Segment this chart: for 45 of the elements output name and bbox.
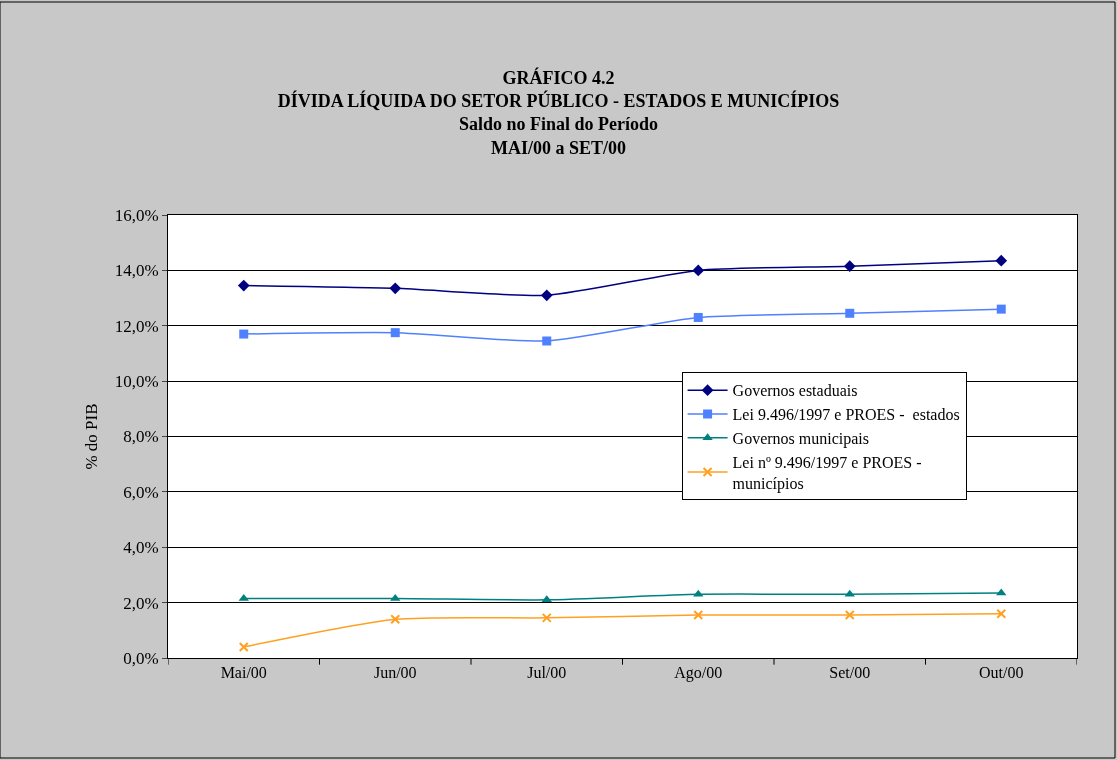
point — [692, 264, 705, 277]
point — [843, 260, 856, 273]
y-tick-label: 6,0% — [123, 482, 159, 502]
chart-title: GRÁFICO 4.2 DÍVIDA LÍQUIDA DO SETOR PÚBLICO - ESTADOS E MUNICÍPIOS Saldo no Final do Período MAI/00 a SET/00 — [277, 66, 840, 158]
point — [844, 610, 855, 621]
point — [996, 304, 1006, 314]
x-tick-label: Out/00 — [979, 664, 1024, 682]
x-tick-label: Jul/00 — [527, 664, 567, 682]
point — [541, 595, 552, 603]
legend-label: Lei nº 9.496/1997 e PROES - municípios — [732, 453, 922, 493]
point — [845, 308, 855, 318]
point — [390, 328, 400, 338]
point — [390, 593, 401, 601]
y-tick-label: 16,0% — [114, 205, 159, 225]
y-tick-label: 2,0% — [123, 593, 159, 613]
point — [693, 610, 704, 621]
x-tick-label: Ago/00 — [674, 664, 723, 683]
point — [390, 614, 401, 625]
point — [542, 336, 552, 346]
point — [844, 589, 855, 597]
y-axis-title: % do PIB — [82, 403, 102, 470]
point — [238, 593, 249, 601]
point — [995, 254, 1008, 267]
point — [540, 289, 553, 302]
point — [996, 608, 1007, 619]
y-tick-label: 14,0% — [114, 261, 159, 281]
x-tick-label: Set/00 — [829, 664, 871, 682]
x-tick-label: Mai/00 — [220, 664, 267, 682]
x-tick-label: Jun/00 — [373, 664, 417, 682]
y-tick-label: 0,0% — [123, 648, 159, 668]
point — [238, 641, 249, 652]
point — [239, 329, 249, 339]
point — [237, 279, 250, 292]
y-tick-label: 4,0% — [123, 538, 159, 558]
legend-label: Governos municipais — [732, 430, 870, 449]
point — [693, 589, 704, 597]
point — [541, 612, 552, 623]
point — [693, 312, 703, 322]
point — [996, 588, 1007, 596]
point — [389, 282, 402, 295]
y-tick-label: 8,0% — [123, 427, 159, 447]
legend-label: Lei 9.496/1997 e PROES - estados — [732, 406, 960, 424]
legend-label: Governos estaduais — [732, 382, 858, 400]
y-tick-label: 12,0% — [114, 316, 159, 336]
y-tick-label: 10,0% — [114, 372, 159, 392]
